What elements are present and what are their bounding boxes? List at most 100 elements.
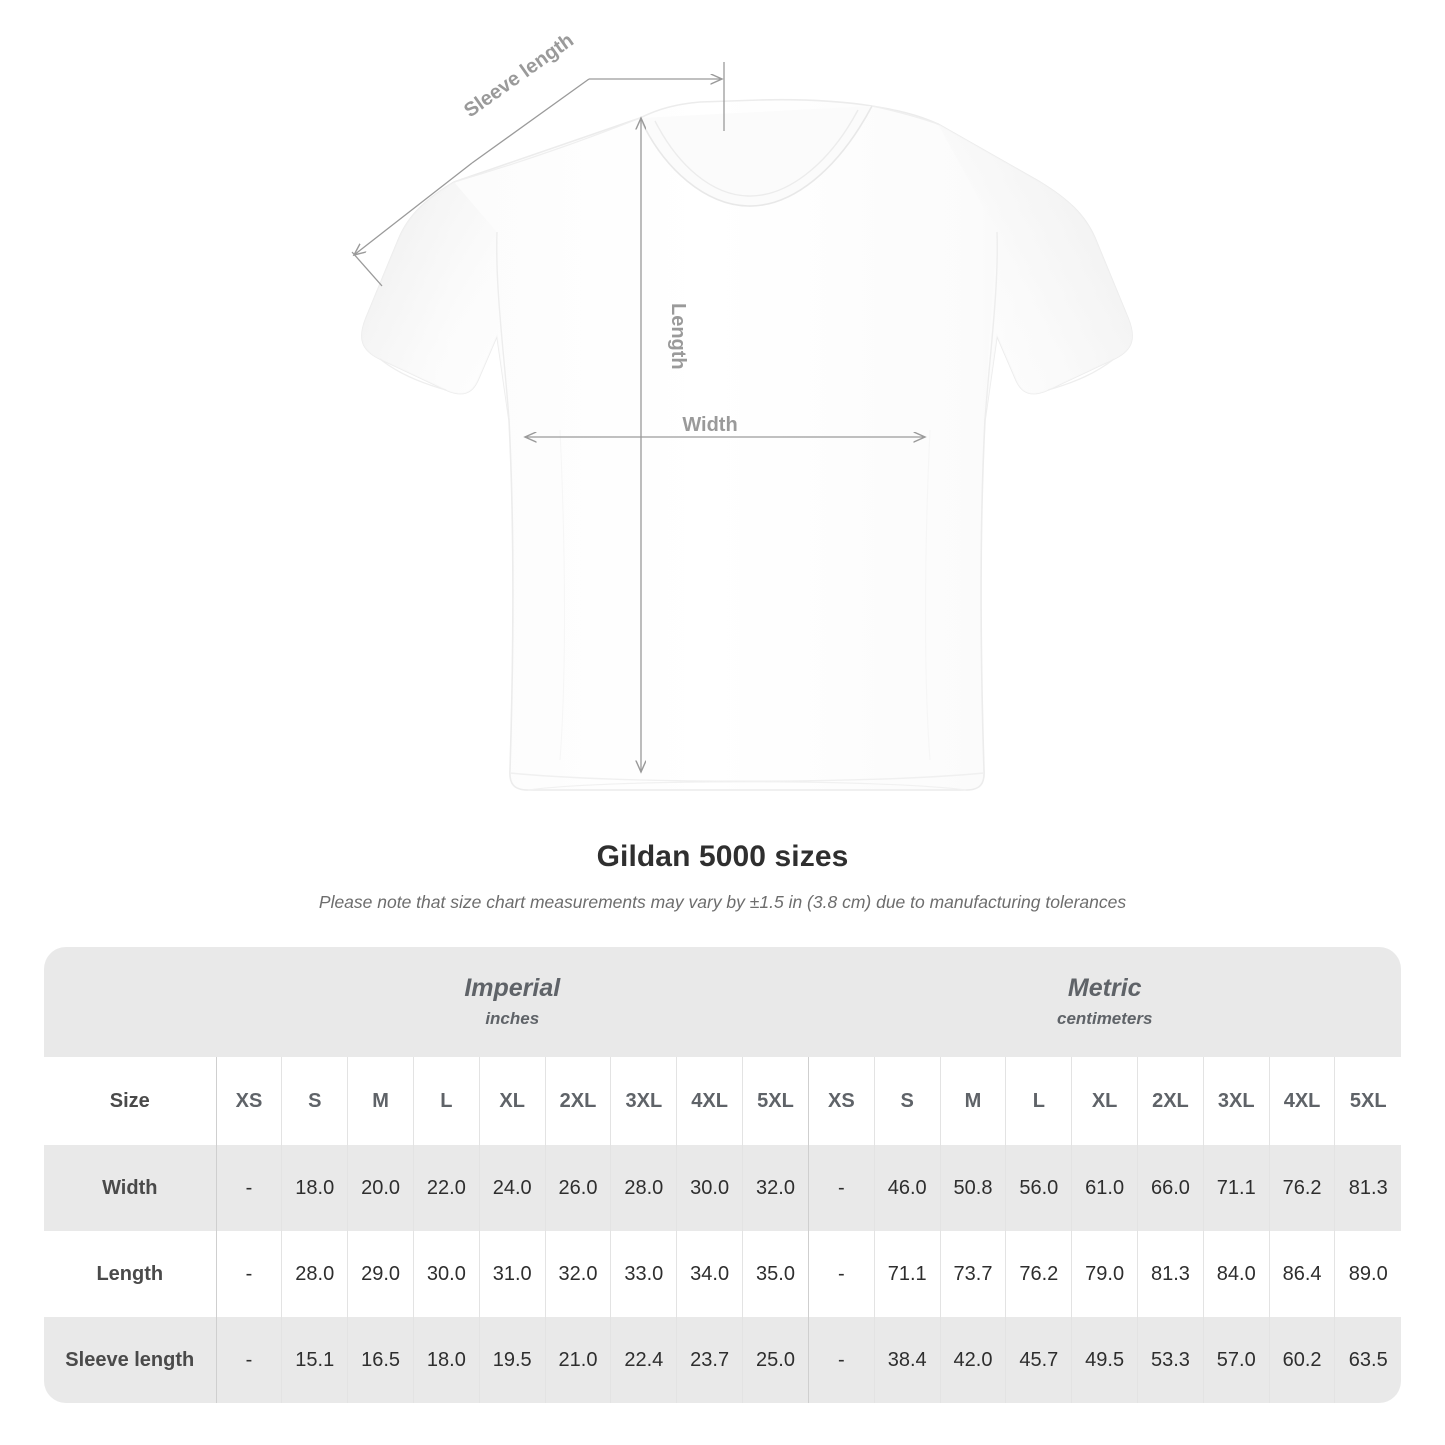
cell-sleeve-metric-s: 38.4 <box>874 1317 941 1403</box>
tshirt-bottom-hem-curve <box>527 781 967 791</box>
cell-sleeve-imperial-3xl: 22.4 <box>610 1317 678 1403</box>
tshirt-right-sleeve-seam <box>984 231 998 421</box>
cell-sleeve-imperial-m: 16.5 <box>347 1317 414 1403</box>
cell-width-imperial-l: 22.0 <box>413 1145 480 1231</box>
table-row: Length - 28.0 29.0 30.0 31.0 32.0 33.0 3… <box>44 1231 1401 1317</box>
size-header-metric-s: S <box>874 1057 941 1145</box>
cell-width-metric-3xl: 71.1 <box>1203 1145 1270 1231</box>
unit-header-imperial: Imperial inches <box>216 947 809 1057</box>
cell-length-metric-xs: - <box>808 1231 875 1317</box>
cell-sleeve-imperial-xs: - <box>216 1317 283 1403</box>
cell-sleeve-metric-4xl: 60.2 <box>1269 1317 1336 1403</box>
tshirt-collar-outer <box>639 105 873 207</box>
size-header-imperial-xs: XS <box>216 1057 283 1145</box>
tshirt-right-sleeve-hem <box>1047 358 1115 391</box>
size-header-imperial-m: M <box>347 1057 414 1145</box>
tshirt-right-sleeve-shade <box>938 124 1133 420</box>
cell-sleeve-imperial-l: 18.0 <box>413 1317 480 1403</box>
cell-length-imperial-xs: - <box>216 1231 283 1317</box>
cell-width-imperial-xs: - <box>216 1145 283 1231</box>
size-header-metric-2xl: 2XL <box>1137 1057 1204 1145</box>
unit-header-spacer <box>44 947 217 1057</box>
tshirt-silhouette <box>361 98 1133 791</box>
cell-width-metric-xl: 61.0 <box>1071 1145 1139 1231</box>
cell-sleeve-metric-xs: - <box>808 1317 875 1403</box>
cell-width-imperial-xl: 24.0 <box>479 1145 546 1231</box>
unit-header-row: Imperial inches Metric centimeters <box>44 947 1401 1057</box>
cell-length-metric-xl: 79.0 <box>1071 1231 1139 1317</box>
cell-width-metric-l: 56.0 <box>1005 1145 1073 1231</box>
tshirt-left-sleeve-shade <box>361 182 509 420</box>
cell-sleeve-imperial-4xl: 23.7 <box>676 1317 744 1403</box>
tshirt-left-sleeve-seam <box>496 231 510 421</box>
cell-width-imperial-s: 18.0 <box>281 1145 349 1231</box>
cell-width-imperial-2xl: 26.0 <box>545 1145 612 1231</box>
size-header-imperial-2xl: 2XL <box>545 1057 612 1145</box>
title-block: Gildan 5000 sizes Please note that size … <box>0 838 1445 914</box>
tshirt-fold-left <box>559 429 566 761</box>
cell-sleeve-metric-2xl: 53.3 <box>1137 1317 1204 1403</box>
cell-sleeve-metric-xl: 49.5 <box>1071 1317 1139 1403</box>
tolerance-note: Please note that size chart measurements… <box>318 892 1127 912</box>
cell-width-imperial-4xl: 30.0 <box>676 1145 744 1231</box>
row-label-length: Length <box>44 1231 217 1317</box>
table-row: Width - 18.0 20.0 22.0 24.0 26.0 28.0 30… <box>44 1145 1401 1231</box>
cell-width-imperial-3xl: 28.0 <box>610 1145 678 1231</box>
cell-width-metric-5xl: 81.3 <box>1334 1145 1401 1231</box>
cell-sleeve-metric-l: 45.7 <box>1005 1317 1073 1403</box>
cell-sleeve-imperial-s: 15.1 <box>281 1317 349 1403</box>
cell-length-imperial-s: 28.0 <box>281 1231 349 1317</box>
measurement-annotations <box>351 62 925 772</box>
tshirt-right-shoulder-seam <box>871 105 939 125</box>
size-column-header: Size <box>44 1057 217 1145</box>
size-header-imperial-l: L <box>413 1057 480 1145</box>
size-header-imperial-s: S <box>281 1057 349 1145</box>
size-header-imperial-xl: XL <box>479 1057 546 1145</box>
cell-sleeve-metric-3xl: 57.0 <box>1203 1317 1270 1403</box>
cell-width-imperial-m: 20.0 <box>347 1145 414 1231</box>
cell-length-imperial-5xl: 35.0 <box>742 1231 809 1317</box>
cell-length-imperial-4xl: 34.0 <box>676 1231 744 1317</box>
sleeve-cuff-tick <box>351 251 383 287</box>
cell-width-metric-4xl: 76.2 <box>1269 1145 1336 1231</box>
cell-length-metric-2xl: 81.3 <box>1137 1231 1204 1317</box>
size-header-imperial-5xl: 5XL <box>742 1057 809 1145</box>
cell-width-metric-xs: - <box>808 1145 875 1231</box>
cell-length-metric-5xl: 89.0 <box>1334 1231 1401 1317</box>
cell-width-metric-2xl: 66.0 <box>1137 1145 1204 1231</box>
size-header-row: Size XS S M L XL 2XL 3XL 4XL 5XL XS S M … <box>44 1057 1401 1145</box>
width-label: Width <box>682 414 737 436</box>
cell-sleeve-metric-5xl: 63.5 <box>1334 1317 1401 1403</box>
page-title: Gildan 5000 sizes <box>596 840 849 873</box>
size-header-metric-4xl: 4XL <box>1269 1057 1336 1145</box>
unit-header-metric: Metric centimeters <box>808 947 1401 1057</box>
sleeve-length-label: Sleeve length <box>460 29 578 122</box>
unit-name-imperial: Imperial <box>464 973 561 1002</box>
cell-sleeve-imperial-xl: 19.5 <box>479 1317 546 1403</box>
size-table-container: Imperial inches Metric centimeters Size … <box>44 947 1401 1403</box>
cell-width-metric-m: 50.8 <box>940 1145 1007 1231</box>
row-label-sleeve-length: Sleeve length <box>44 1317 217 1403</box>
cell-sleeve-imperial-2xl: 21.0 <box>545 1317 612 1403</box>
tshirt-fold-right <box>924 429 931 761</box>
cell-length-imperial-2xl: 32.0 <box>545 1231 612 1317</box>
cell-length-metric-m: 73.7 <box>940 1231 1007 1317</box>
size-header-metric-5xl: 5XL <box>1334 1057 1401 1145</box>
cell-length-metric-4xl: 86.4 <box>1269 1231 1336 1317</box>
row-label-width: Width <box>44 1145 217 1231</box>
tshirt-left-sleeve-hem <box>379 358 447 391</box>
cell-length-imperial-m: 29.0 <box>347 1231 414 1317</box>
sleeve-measure-diagonal-2 <box>354 162 473 255</box>
cell-length-imperial-3xl: 33.0 <box>610 1231 678 1317</box>
table-row: Sleeve length - 15.1 16.5 18.0 19.5 21.0… <box>44 1317 1401 1403</box>
size-header-imperial-3xl: 3XL <box>610 1057 678 1145</box>
size-header-metric-xl: XL <box>1071 1057 1139 1145</box>
unit-name-metric: Metric <box>1067 973 1142 1002</box>
tshirt-measurement-diagram: Sleeve length Length Width <box>351 29 1133 791</box>
unit-sub-metric: centimeters <box>1057 1008 1153 1028</box>
size-header-metric-m: M <box>940 1057 1007 1145</box>
tshirt-left-shoulder-seam <box>453 117 641 183</box>
cell-width-metric-s: 46.0 <box>874 1145 941 1231</box>
length-label: Length <box>667 303 689 370</box>
